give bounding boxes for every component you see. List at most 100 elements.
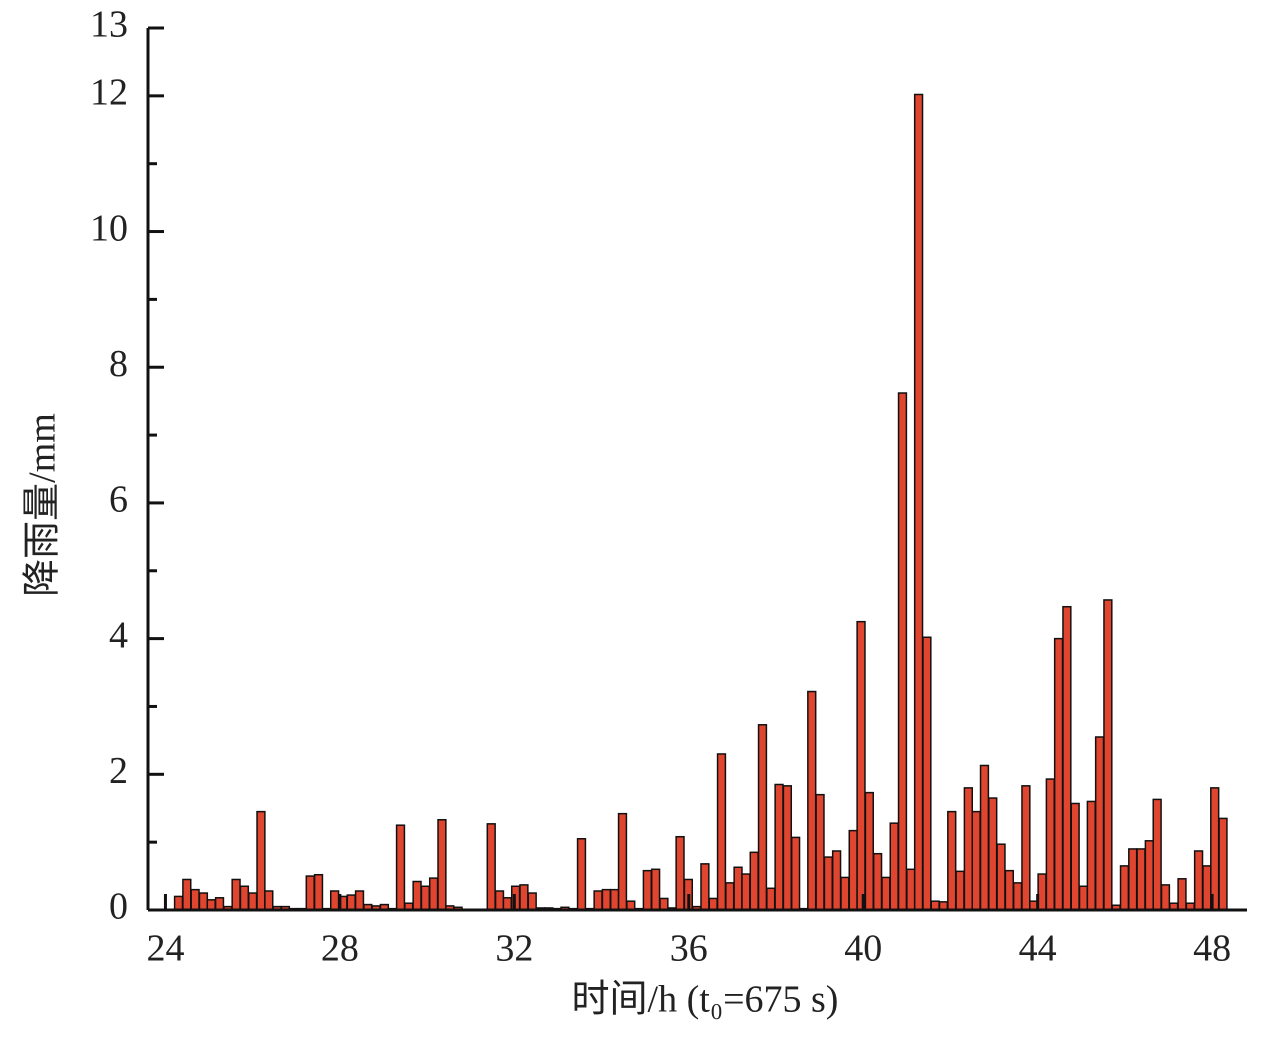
bar: [741, 873, 751, 911]
bar: [774, 783, 784, 911]
x-tick-label: 36: [670, 928, 708, 970]
bar: [527, 892, 537, 911]
bar: [412, 880, 422, 911]
bar: [1177, 878, 1187, 911]
x-tick-label: 32: [495, 928, 533, 970]
y-tick-label: 0: [109, 886, 128, 928]
bar: [979, 764, 990, 911]
y-tick-label: 13: [90, 4, 128, 46]
bar: [700, 863, 710, 911]
bar: [906, 868, 916, 911]
x-tick-label: 44: [1019, 928, 1057, 970]
bar: [988, 797, 998, 911]
y-tick-label: 8: [109, 343, 128, 385]
y-axis-label: 降雨量/mm: [22, 413, 64, 597]
bar: [519, 884, 529, 911]
bar: [593, 890, 603, 911]
bar: [963, 787, 974, 911]
bar: [206, 899, 216, 911]
bar: [305, 875, 315, 911]
bar: [1128, 848, 1138, 911]
bar: [913, 93, 924, 911]
bar: [486, 823, 496, 911]
bar: [1160, 884, 1171, 911]
bar: [1021, 785, 1031, 911]
bar: [971, 810, 981, 911]
bar: [231, 878, 241, 911]
bar: [1053, 637, 1064, 911]
bar: [1037, 873, 1047, 911]
bar: [1078, 885, 1089, 911]
bar: [708, 897, 718, 911]
bar: [1070, 802, 1080, 911]
bar: [831, 850, 842, 911]
bar: [1094, 736, 1105, 911]
bar: [749, 851, 759, 911]
bar: [1086, 800, 1096, 911]
bar: [881, 876, 891, 911]
bar: [872, 852, 883, 911]
bar: [675, 835, 685, 911]
bar: [996, 843, 1006, 911]
bar: [428, 877, 439, 911]
bar: [650, 868, 661, 911]
bar: [856, 620, 866, 911]
bar: [395, 824, 406, 911]
bar: [264, 890, 274, 911]
bar: [716, 753, 727, 911]
y-tick-label: 4: [109, 614, 128, 656]
bar: [1103, 599, 1113, 911]
x-tick-label: 24: [146, 928, 184, 970]
bar: [782, 785, 793, 911]
bar: [329, 890, 340, 911]
bar: [1144, 840, 1154, 911]
y-tick-label: 6: [109, 479, 128, 521]
bar: [864, 791, 875, 911]
bar: [1012, 882, 1023, 911]
bar: [848, 829, 858, 911]
x-axis-label: 时间/h (t₀=675 s): [572, 979, 839, 1021]
bar: [766, 887, 776, 911]
bar: [840, 876, 850, 911]
y-tick-label: 12: [90, 72, 128, 114]
bar: [1210, 787, 1220, 911]
bar: [354, 890, 365, 911]
bar: [420, 885, 431, 911]
bar: [1193, 850, 1204, 911]
x-tick-label: 48: [1193, 928, 1231, 970]
bar: [617, 812, 628, 911]
x-tick-label: 28: [321, 928, 359, 970]
bar: [214, 897, 225, 911]
bar: [601, 888, 612, 911]
bar: [182, 878, 192, 911]
bar: [247, 892, 258, 911]
bar: [807, 690, 817, 911]
bar: [190, 888, 200, 911]
bar: [1004, 869, 1014, 911]
bar: [576, 838, 587, 911]
bar: [1202, 865, 1212, 911]
bar: [955, 870, 965, 911]
bar: [346, 894, 356, 911]
bar: [947, 810, 957, 911]
bar: [1152, 798, 1162, 911]
bar: [239, 885, 250, 911]
bar: [1045, 778, 1055, 911]
bar: [173, 895, 184, 911]
bar: [790, 836, 801, 911]
bar: [1062, 605, 1072, 911]
bar: [198, 892, 209, 911]
y-tick-label: 10: [90, 207, 128, 249]
bar: [922, 636, 932, 911]
bar: [889, 822, 899, 911]
bar: [494, 890, 505, 911]
bar: [733, 866, 743, 911]
bar: [502, 897, 513, 911]
bar: [1119, 865, 1130, 911]
bar: [1136, 848, 1146, 911]
bar: [609, 888, 620, 911]
bar: [256, 810, 266, 911]
bar: [642, 869, 653, 911]
x-tick-label: 40: [844, 928, 882, 970]
